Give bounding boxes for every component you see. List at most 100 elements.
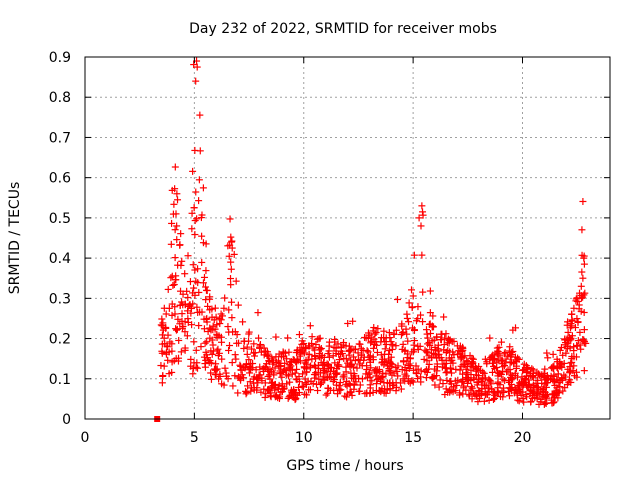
data-point	[261, 347, 269, 355]
data-point	[291, 369, 299, 377]
data-point	[175, 336, 183, 344]
data-point	[188, 321, 196, 329]
data-point	[237, 375, 245, 383]
data-point	[443, 368, 451, 376]
data-point	[202, 283, 210, 291]
data-point	[181, 270, 189, 278]
data-point	[474, 372, 482, 380]
data-point	[189, 167, 197, 175]
data-point	[293, 365, 301, 373]
data-point	[272, 333, 280, 341]
data-point	[380, 327, 388, 335]
data-point	[211, 325, 219, 333]
data-point	[234, 389, 242, 397]
data-point	[183, 287, 191, 295]
data-point	[527, 398, 535, 406]
data-point	[368, 377, 376, 385]
data-point	[363, 347, 371, 355]
data-point	[160, 362, 168, 370]
y-tick-label: 0.5	[49, 211, 71, 227]
data-point	[578, 268, 586, 276]
data-point	[324, 384, 332, 392]
data-point	[251, 349, 259, 357]
data-point	[245, 337, 253, 345]
data-point	[357, 345, 365, 353]
data-point	[446, 336, 454, 344]
data-point	[278, 388, 286, 396]
data-point	[506, 359, 514, 367]
data-point	[286, 364, 294, 372]
data-point	[195, 176, 203, 184]
data-point	[190, 338, 198, 346]
data-point	[497, 370, 505, 378]
data-point	[434, 345, 442, 353]
data-point	[479, 368, 487, 376]
data-point	[190, 359, 198, 367]
data-point	[261, 393, 269, 401]
data-point	[380, 379, 388, 387]
data-point	[417, 367, 425, 375]
data-point	[209, 341, 217, 349]
axis-ticks	[84, 56, 610, 420]
data-point	[462, 386, 470, 394]
data-point	[465, 392, 473, 400]
x-tick-label: 0	[81, 430, 90, 446]
data-point	[426, 329, 434, 337]
data-point	[497, 338, 505, 346]
data-point	[345, 351, 353, 359]
data-point	[572, 297, 580, 305]
data-point	[524, 383, 532, 391]
data-point	[549, 364, 557, 372]
data-point	[183, 332, 191, 340]
data-point	[239, 318, 247, 326]
data-point	[252, 366, 260, 374]
data-point	[190, 284, 198, 292]
chart-title: Day 232 of 2022, SRMTID for receiver mob…	[189, 21, 497, 37]
y-tick-label: 0.9	[49, 50, 71, 66]
data-point	[454, 376, 462, 384]
data-point	[280, 353, 288, 361]
data-point	[579, 197, 587, 205]
data-point	[397, 385, 405, 393]
data-point	[186, 278, 194, 286]
data-point	[184, 307, 192, 315]
data-point	[480, 397, 488, 405]
x-tick-label: 10	[295, 430, 313, 446]
data-point	[225, 252, 233, 260]
data-point	[342, 380, 350, 388]
data-point	[577, 307, 585, 315]
data-point	[197, 343, 205, 351]
data-point	[212, 360, 220, 368]
data-point	[169, 281, 177, 289]
data-point	[375, 386, 383, 394]
data-point	[303, 391, 311, 399]
data-point	[361, 333, 369, 341]
data-point	[275, 350, 283, 358]
data-point	[413, 370, 421, 378]
data-point	[474, 365, 482, 373]
data-point	[570, 353, 578, 361]
data-point	[327, 364, 335, 372]
data-point	[533, 368, 541, 376]
data-point	[372, 366, 380, 374]
data-point	[463, 369, 471, 377]
data-point	[193, 63, 201, 71]
data-point	[441, 334, 449, 342]
data-point	[490, 356, 498, 364]
data-point	[246, 378, 254, 386]
data-point	[238, 371, 246, 379]
data-point	[187, 355, 195, 363]
data-point	[213, 330, 221, 338]
data-point	[389, 381, 397, 389]
data-point	[499, 384, 507, 392]
data-point	[493, 344, 501, 352]
data-point	[348, 391, 356, 399]
data-point	[195, 322, 203, 330]
data-point	[274, 394, 282, 402]
data-point	[408, 286, 416, 294]
data-point	[473, 390, 481, 398]
data-point	[227, 275, 235, 283]
data-point	[332, 347, 340, 355]
data-point	[168, 340, 176, 348]
data-point	[173, 222, 181, 230]
